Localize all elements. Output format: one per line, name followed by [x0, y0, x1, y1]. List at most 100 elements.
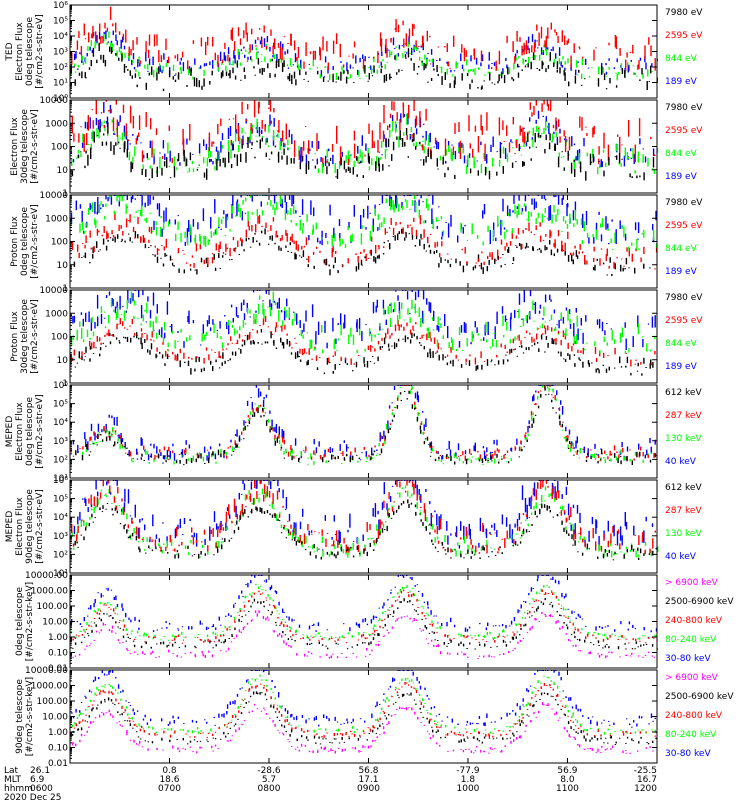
data-point [420, 507, 422, 509]
data-point [88, 67, 91, 70]
data-point [512, 210, 514, 213]
data-point [263, 38, 266, 47]
data-point [236, 154, 238, 166]
data-point [574, 451, 577, 453]
data-point [556, 136, 559, 145]
data-point [284, 51, 286, 55]
data-point [377, 340, 380, 345]
data-point [580, 527, 582, 536]
data-point [71, 531, 73, 538]
data-point [607, 144, 610, 161]
data-point [372, 57, 375, 59]
data-point [414, 407, 416, 410]
data-point [559, 128, 561, 134]
data-point [373, 540, 375, 544]
data-point [493, 222, 495, 237]
data-point [652, 224, 654, 231]
data-point [246, 302, 248, 313]
data-point [224, 157, 226, 168]
data-point [301, 245, 303, 250]
data-point [595, 357, 598, 362]
data-point [70, 353, 72, 360]
data-point [460, 364, 463, 368]
data-point [298, 334, 301, 335]
data-point [305, 163, 307, 175]
data-point [227, 447, 229, 449]
data-point [273, 136, 275, 139]
data-point [77, 149, 80, 154]
data-point [503, 334, 505, 338]
data-point [222, 255, 224, 258]
data-point [156, 256, 159, 263]
data-point [163, 221, 165, 230]
data-point [461, 248, 463, 251]
data-point [313, 207, 315, 217]
data-point [329, 74, 331, 81]
data-point [625, 338, 627, 350]
data-point [187, 316, 189, 323]
data-point [155, 316, 157, 324]
data-point [96, 211, 98, 215]
data-point [560, 510, 563, 516]
data-point [384, 228, 386, 235]
data-point [603, 132, 605, 149]
data-point [208, 132, 211, 151]
data-point [550, 314, 553, 321]
data-point [372, 508, 374, 517]
data-point [442, 354, 444, 361]
data-point [299, 521, 302, 530]
data-point [385, 332, 387, 339]
data-point [200, 551, 202, 555]
data-point [94, 517, 96, 519]
data-point [285, 310, 287, 318]
data-point [504, 263, 506, 265]
data-point [187, 360, 190, 366]
data-point [498, 449, 500, 453]
data-point [614, 367, 616, 369]
data-point [174, 554, 176, 559]
data-point [395, 46, 397, 48]
data-point [401, 138, 403, 140]
data-point [333, 339, 335, 350]
data-point [418, 199, 420, 206]
data-point [337, 455, 339, 459]
data-point [77, 451, 79, 453]
data-point [160, 550, 162, 552]
data-point [554, 143, 556, 151]
data-point [436, 60, 438, 61]
data-point [347, 546, 349, 551]
data-point [244, 494, 247, 501]
data-point [524, 336, 526, 338]
data-point [625, 546, 628, 549]
data-point [438, 206, 440, 208]
data-point [431, 515, 433, 518]
data-point [105, 100, 108, 102]
data-point [442, 547, 444, 549]
data-point [480, 546, 483, 551]
data-point [234, 55, 236, 64]
data-point [353, 82, 355, 83]
data-point [445, 149, 447, 156]
data-point [359, 552, 361, 555]
data-point [393, 386, 396, 390]
data-point [503, 141, 505, 143]
data-point [381, 154, 383, 156]
data-point [159, 157, 161, 169]
data-point [277, 436, 279, 439]
data-point [185, 452, 187, 454]
data-point [144, 309, 146, 312]
data-point [243, 420, 245, 426]
data-point [97, 433, 99, 439]
data-point [111, 334, 113, 337]
data-point [569, 213, 571, 224]
data-point [380, 448, 383, 454]
data-point [192, 40, 195, 44]
data-point [134, 198, 136, 200]
data-point [411, 133, 413, 138]
data-point [434, 137, 437, 145]
data-point [247, 415, 249, 418]
data-point [97, 423, 100, 432]
data-point [206, 168, 208, 180]
data-point [263, 308, 265, 319]
data-point [650, 136, 652, 140]
